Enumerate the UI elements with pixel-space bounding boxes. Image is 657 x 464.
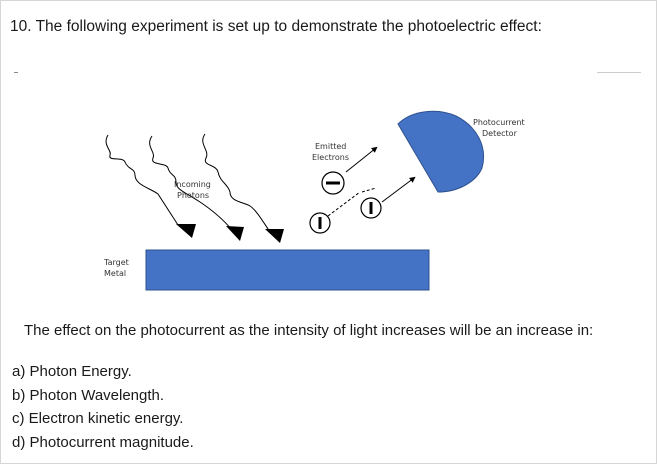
electron-path-4 [361, 187, 377, 193]
electron-path-2 [327, 191, 361, 217]
incoming-label-1: Incoming [174, 180, 211, 189]
emitted-label-2: Electrons [312, 153, 349, 162]
choice-c[interactable]: c) Electron kinetic energy. [12, 410, 184, 427]
arrowhead-2 [226, 226, 244, 241]
target-label-1: Target [103, 258, 129, 267]
photocurrent-detector [397, 110, 484, 193]
photon-wave-2 [149, 135, 233, 231]
electron-path-1 [345, 146, 378, 173]
electron-path-3 [381, 176, 416, 203]
photon-waves [105, 133, 271, 233]
electron-1 [321, 171, 345, 195]
choice-d[interactable]: d) Photocurrent magnitude. [12, 433, 194, 451]
choice-b[interactable]: b) Photon Wavelength. [12, 386, 165, 404]
divider-mark [14, 72, 18, 73]
arrowhead-1 [176, 224, 196, 238]
choice-a[interactable]: a) Photon Energy. [12, 363, 132, 380]
emitted-label-1: Emitted [315, 142, 346, 151]
photon-arrowheads [176, 224, 284, 243]
incoming-label-2: Photons [177, 191, 209, 200]
answer-choices: a) Photon Energy. b) Photon Wavelength. … [12, 363, 194, 457]
arrowhead-3 [265, 229, 284, 243]
electron-paths [327, 146, 416, 217]
photon-wave-3 [202, 133, 271, 233]
detector-label-1: Photocurrent [473, 118, 525, 127]
detector-label-2: Detector [482, 129, 518, 138]
question-title: 10. The following experiment is set up t… [10, 18, 542, 35]
target-metal-plate [145, 249, 430, 291]
photoelectric-diagram: Incoming Photons Target Metal Emitted El… [103, 110, 525, 291]
photon-wave-1 [105, 134, 179, 226]
target-label-2: Metal [104, 269, 126, 278]
electron-3 [360, 197, 382, 219]
electron-2 [309, 212, 331, 234]
question-prompt: The effect on the photocurrent as the in… [24, 322, 594, 339]
divider-line [597, 72, 641, 73]
